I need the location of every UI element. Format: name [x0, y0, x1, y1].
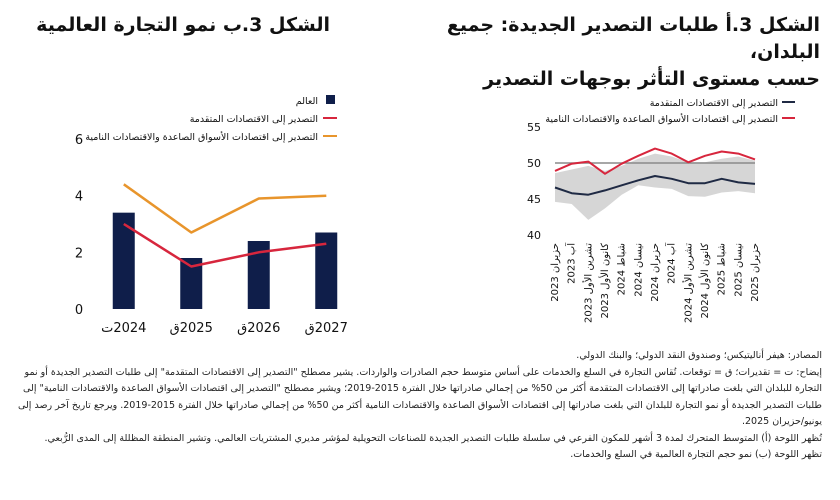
- panel-b-legend-label-1: العالم: [296, 96, 318, 107]
- panel-a-legend-label-1: التصدير إلى الاقتصادات المتقدمة: [650, 98, 778, 109]
- panel-b-bar: [315, 232, 338, 309]
- notes: المصادر: هيفر أناليتيكس؛ وصندوق النقد ال…: [14, 348, 822, 464]
- panel-a-x-tick-label: حزيران 2024: [650, 243, 661, 302]
- panel-a-title-line1: الشكل 3.أ طلبات التصدير الجديدة: جميع ال…: [446, 14, 820, 63]
- panel-b-bar: [112, 212, 135, 309]
- panel-a-y-tick-label: 45: [527, 193, 541, 206]
- panel-a-x-tick-label: شباط 2024: [617, 243, 628, 295]
- note-sources: المصادر: هيفر أناليتيكس؛ وصندوق النقد ال…: [576, 350, 822, 361]
- panel-a-x-tick-label: تشرين الأول 2023: [581, 243, 594, 323]
- panel-a-iqr-band: [555, 153, 755, 220]
- panel-b-title: الشكل 3.ب نمو التجارة العالمية: [36, 14, 330, 36]
- panel-b-y-tick-label: 2: [75, 246, 83, 261]
- panel-b-x-tick-label: 2026ق: [237, 321, 280, 336]
- panel-b-x-tick-label: 2027ق: [305, 321, 348, 336]
- panel-b-y-tick-label: 0: [75, 303, 83, 318]
- panel-b-legend-label-3: التصدير إلى اقتصادات الأسواق الصاعدة وال…: [85, 131, 318, 143]
- note-panel-a: تُظهر اللوحة (أ) المتوسط المتحرك لمدة 3 …: [44, 432, 822, 444]
- panel-a-legend-label-2: التصدير إلى اقتصادات الأسواق الصاعدة وال…: [545, 113, 778, 125]
- panel-b-bar: [180, 258, 203, 309]
- panel-a-x-tick-label: نيسان 2025: [733, 243, 744, 297]
- panel-a-x-tick-label: كانون الأول 2024: [698, 243, 711, 319]
- panel-b-legend-swatch-1: [326, 95, 335, 104]
- panel-b-bar: [247, 241, 270, 309]
- panel-a-series-line-2: [554, 147, 756, 175]
- panel-a-x-tick-label: تشرين الأول 2024: [681, 243, 694, 323]
- panel-a-x-tick-label: شباط 2025: [717, 243, 728, 295]
- panel-a-title: الشكل 3.أ طلبات التصدير الجديدة: جميع ال…: [400, 12, 820, 93]
- panel-b-series-line-1: [123, 222, 327, 268]
- panel-b-legend-label-2: التصدير إلى الاقتصادات المتقدمة: [190, 114, 318, 125]
- panel-a-x-tick-label: آب 2023: [565, 242, 578, 284]
- panel-a-x-tick-label: حزيران 2023: [550, 243, 561, 302]
- panel-a-series-line-1: [554, 175, 756, 196]
- panel-a-x-tick-label: آب 2024: [665, 242, 678, 284]
- panel-a-y-tick-label: 55: [527, 121, 541, 134]
- panel-b-y-tick-label: 6: [75, 133, 83, 148]
- panel-a-y-tick-label: 50: [527, 157, 541, 170]
- panel-b-series-line-2: [123, 183, 327, 234]
- panel-a-x-tick-label: كانون الأول 2023: [598, 243, 611, 319]
- panel-b-x-tick-label: 2024ت: [101, 321, 146, 336]
- panel-a-y-tick-label: 40: [527, 229, 541, 242]
- panel-a-x-tick-label: حزيران 2025: [750, 243, 761, 302]
- note-panel-b: تظهر اللوحة (ب) نمو حجم التجارة العالمية…: [570, 449, 822, 460]
- panel-a-title-line2: حسب مستوى التأثر بوجهات التصدير: [483, 68, 820, 90]
- panel-a-x-tick-label: نيسان 2024: [633, 243, 644, 297]
- panel-b-y-tick-label: 4: [75, 190, 83, 205]
- note-explanation: إيضاح: ت = تقديرات؛ ق = توقعات. تُقاس ال…: [17, 366, 822, 428]
- panel-b-x-tick-label: 2025ق: [170, 321, 213, 336]
